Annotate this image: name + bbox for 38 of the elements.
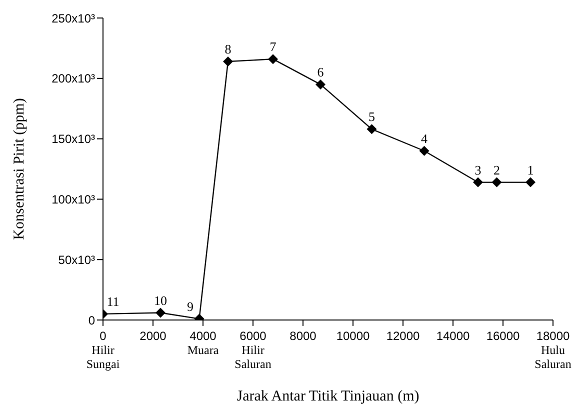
x-axis-title: Jarak Antar Titik Tinjauan (m) <box>236 388 420 405</box>
point <box>492 177 502 188</box>
y-tick-label: 100x10³ <box>52 192 95 206</box>
annotation: 11 <box>106 294 120 309</box>
x-tick-label: 8000 <box>290 329 317 343</box>
annotation: 7 <box>270 39 277 54</box>
annotation: 2 <box>494 162 500 178</box>
x-tick-label: 14000 <box>436 329 470 343</box>
x-tick-label: 6000 Hilir Saluran <box>234 329 272 371</box>
annotation: 9 <box>187 298 194 314</box>
x-tick-label: 2000 <box>140 329 167 343</box>
y-axis-title: Konsentrasi Pirit (ppm) <box>11 98 28 240</box>
annotation: 6 <box>317 64 324 80</box>
x-tick-label: 12000 <box>386 329 420 343</box>
point <box>156 308 166 318</box>
point <box>268 54 278 64</box>
y-tick-label: 150x10³ <box>52 132 95 146</box>
y-tick-label: 50x10³ <box>58 252 95 267</box>
annotation: 3 <box>474 162 482 178</box>
point <box>223 56 233 66</box>
annotation: 1 <box>527 162 534 178</box>
point <box>316 79 326 90</box>
y-tick-label: 250x10³ <box>52 11 95 26</box>
x-tick-label: 18000 Hulu Saluran <box>534 329 572 371</box>
annotation: 4 <box>421 130 428 146</box>
point <box>473 177 483 188</box>
annotation: 10 <box>154 292 167 308</box>
y-tick-label: 0 <box>88 313 96 328</box>
y-tick-label: 200x10³ <box>52 72 95 86</box>
point <box>366 124 377 134</box>
annotation: 8 <box>224 41 232 56</box>
annotation: 5 <box>368 109 375 124</box>
point <box>419 146 430 156</box>
x-tick-label: 16000 <box>486 329 520 343</box>
x-tick-label: 10000 <box>336 329 370 343</box>
x-tick-label: 4000 Muara <box>187 329 220 357</box>
x-tick-label: 0 Hilir Sungai <box>86 329 120 371</box>
point <box>526 177 536 188</box>
